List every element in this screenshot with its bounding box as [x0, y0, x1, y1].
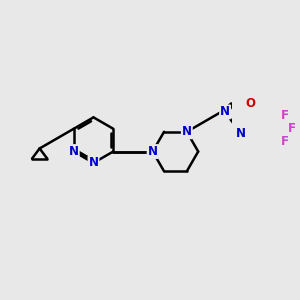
Text: F: F — [288, 122, 296, 135]
Text: N: N — [182, 125, 192, 138]
Text: F: F — [281, 135, 289, 148]
Text: O: O — [246, 97, 256, 110]
Text: N: N — [220, 105, 230, 119]
Text: N: N — [88, 156, 98, 170]
Text: N: N — [236, 127, 246, 140]
Text: N: N — [69, 145, 79, 158]
Text: N: N — [148, 145, 158, 158]
Text: F: F — [281, 110, 289, 122]
